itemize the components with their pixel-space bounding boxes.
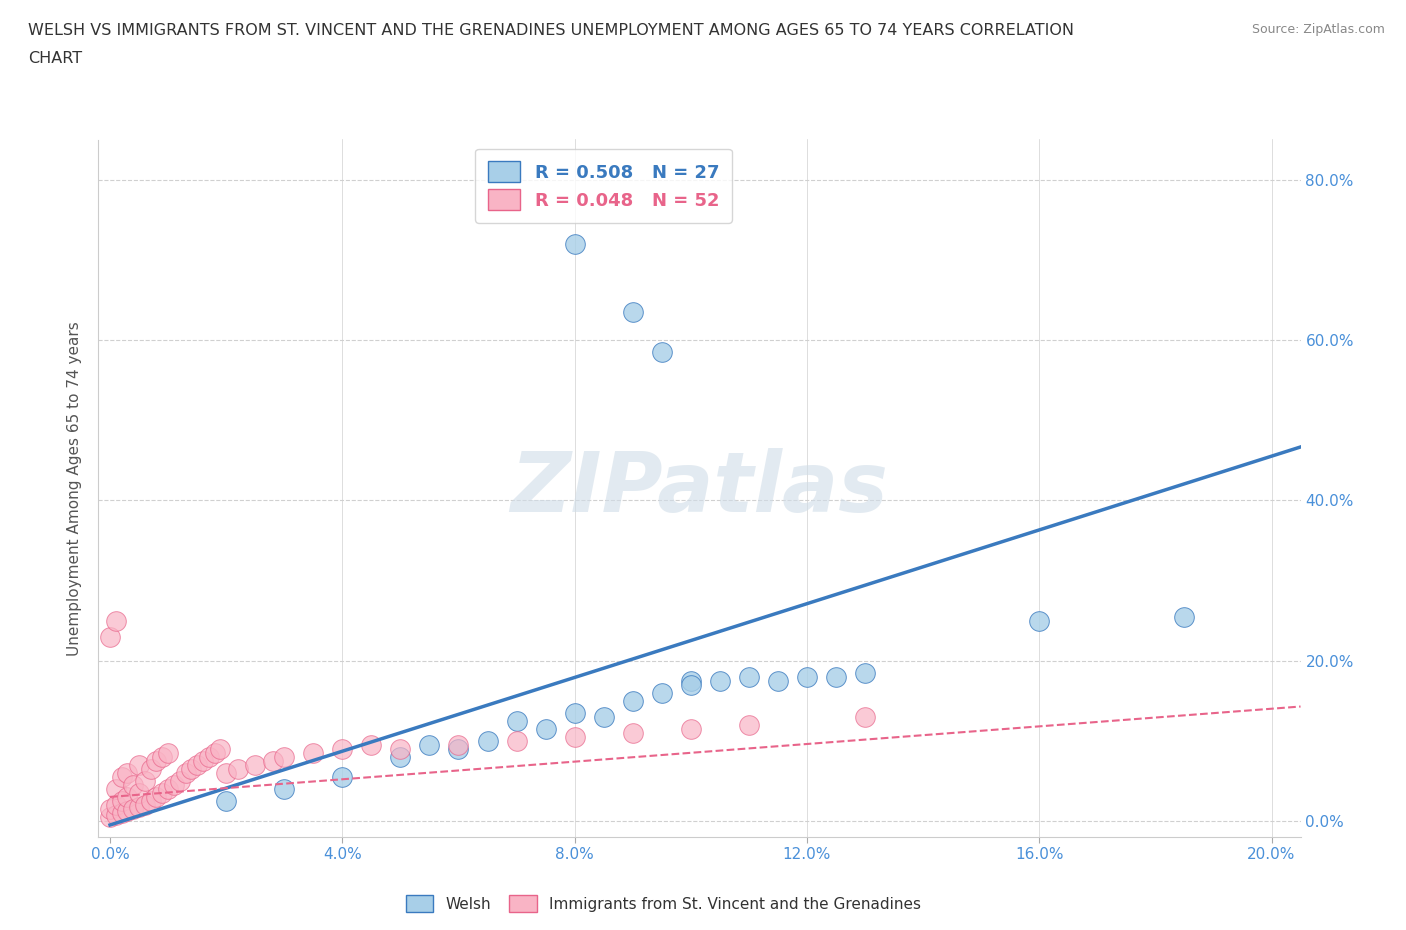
Point <box>330 741 353 756</box>
Point <box>477 734 499 749</box>
Point <box>679 722 702 737</box>
Point <box>738 717 761 732</box>
Point <box>191 753 214 768</box>
Point <box>215 793 238 808</box>
Point <box>157 745 180 760</box>
Point <box>534 722 557 737</box>
Point <box>163 777 186 792</box>
Point <box>209 741 232 756</box>
Point <box>122 777 145 792</box>
Point <box>1028 613 1050 628</box>
Text: WELSH VS IMMIGRANTS FROM ST. VINCENT AND THE GRENADINES UNEMPLOYMENT AMONG AGES : WELSH VS IMMIGRANTS FROM ST. VINCENT AND… <box>28 23 1074 38</box>
Text: Source: ZipAtlas.com: Source: ZipAtlas.com <box>1251 23 1385 36</box>
Point <box>330 769 353 784</box>
Point <box>145 790 167 804</box>
Point <box>150 786 173 801</box>
Point <box>564 705 586 720</box>
Point <box>111 805 134 820</box>
Point <box>139 762 162 777</box>
Point <box>389 741 412 756</box>
Point <box>134 798 156 813</box>
Text: CHART: CHART <box>28 51 82 66</box>
Point <box>157 781 180 796</box>
Point <box>145 753 167 768</box>
Point <box>150 750 173 764</box>
Point <box>262 753 284 768</box>
Point <box>122 802 145 817</box>
Point <box>621 304 644 319</box>
Point <box>128 757 150 772</box>
Point <box>174 765 197 780</box>
Point <box>104 798 127 813</box>
Point <box>564 729 586 744</box>
Point <box>186 757 208 772</box>
Point <box>651 344 673 359</box>
Point <box>766 673 789 688</box>
Point <box>104 613 127 628</box>
Point <box>302 745 325 760</box>
Point <box>360 737 382 752</box>
Legend: Welsh, Immigrants from St. Vincent and the Grenadines: Welsh, Immigrants from St. Vincent and t… <box>398 887 929 920</box>
Point <box>226 762 249 777</box>
Point <box>389 750 412 764</box>
Point <box>139 793 162 808</box>
Point <box>447 737 470 752</box>
Point <box>273 781 295 796</box>
Point <box>1173 609 1195 624</box>
Point <box>679 677 702 692</box>
Point <box>134 774 156 789</box>
Point <box>709 673 731 688</box>
Point <box>621 693 644 708</box>
Point <box>204 745 226 760</box>
Point <box>679 673 702 688</box>
Point <box>621 725 644 740</box>
Point <box>104 781 127 796</box>
Text: ZIPatlas: ZIPatlas <box>510 447 889 529</box>
Y-axis label: Unemployment Among Ages 65 to 74 years: Unemployment Among Ages 65 to 74 years <box>67 321 83 656</box>
Point <box>128 786 150 801</box>
Point <box>111 769 134 784</box>
Point <box>128 799 150 814</box>
Point <box>98 629 121 644</box>
Point <box>853 665 876 680</box>
Point <box>505 734 527 749</box>
Point <box>273 750 295 764</box>
Point <box>111 793 134 808</box>
Point <box>117 790 139 804</box>
Point <box>651 685 673 700</box>
Point <box>418 737 440 752</box>
Point <box>245 757 267 772</box>
Point <box>505 713 527 728</box>
Point <box>738 670 761 684</box>
Point <box>98 802 121 817</box>
Point <box>117 804 139 818</box>
Point <box>447 741 470 756</box>
Point <box>825 670 848 684</box>
Point <box>197 750 219 764</box>
Point <box>180 762 202 777</box>
Point <box>104 807 127 822</box>
Point <box>853 710 876 724</box>
Point <box>117 765 139 780</box>
Point <box>169 774 191 789</box>
Point <box>98 809 121 824</box>
Point <box>564 236 586 251</box>
Point <box>215 765 238 780</box>
Point <box>796 670 818 684</box>
Point <box>592 710 614 724</box>
